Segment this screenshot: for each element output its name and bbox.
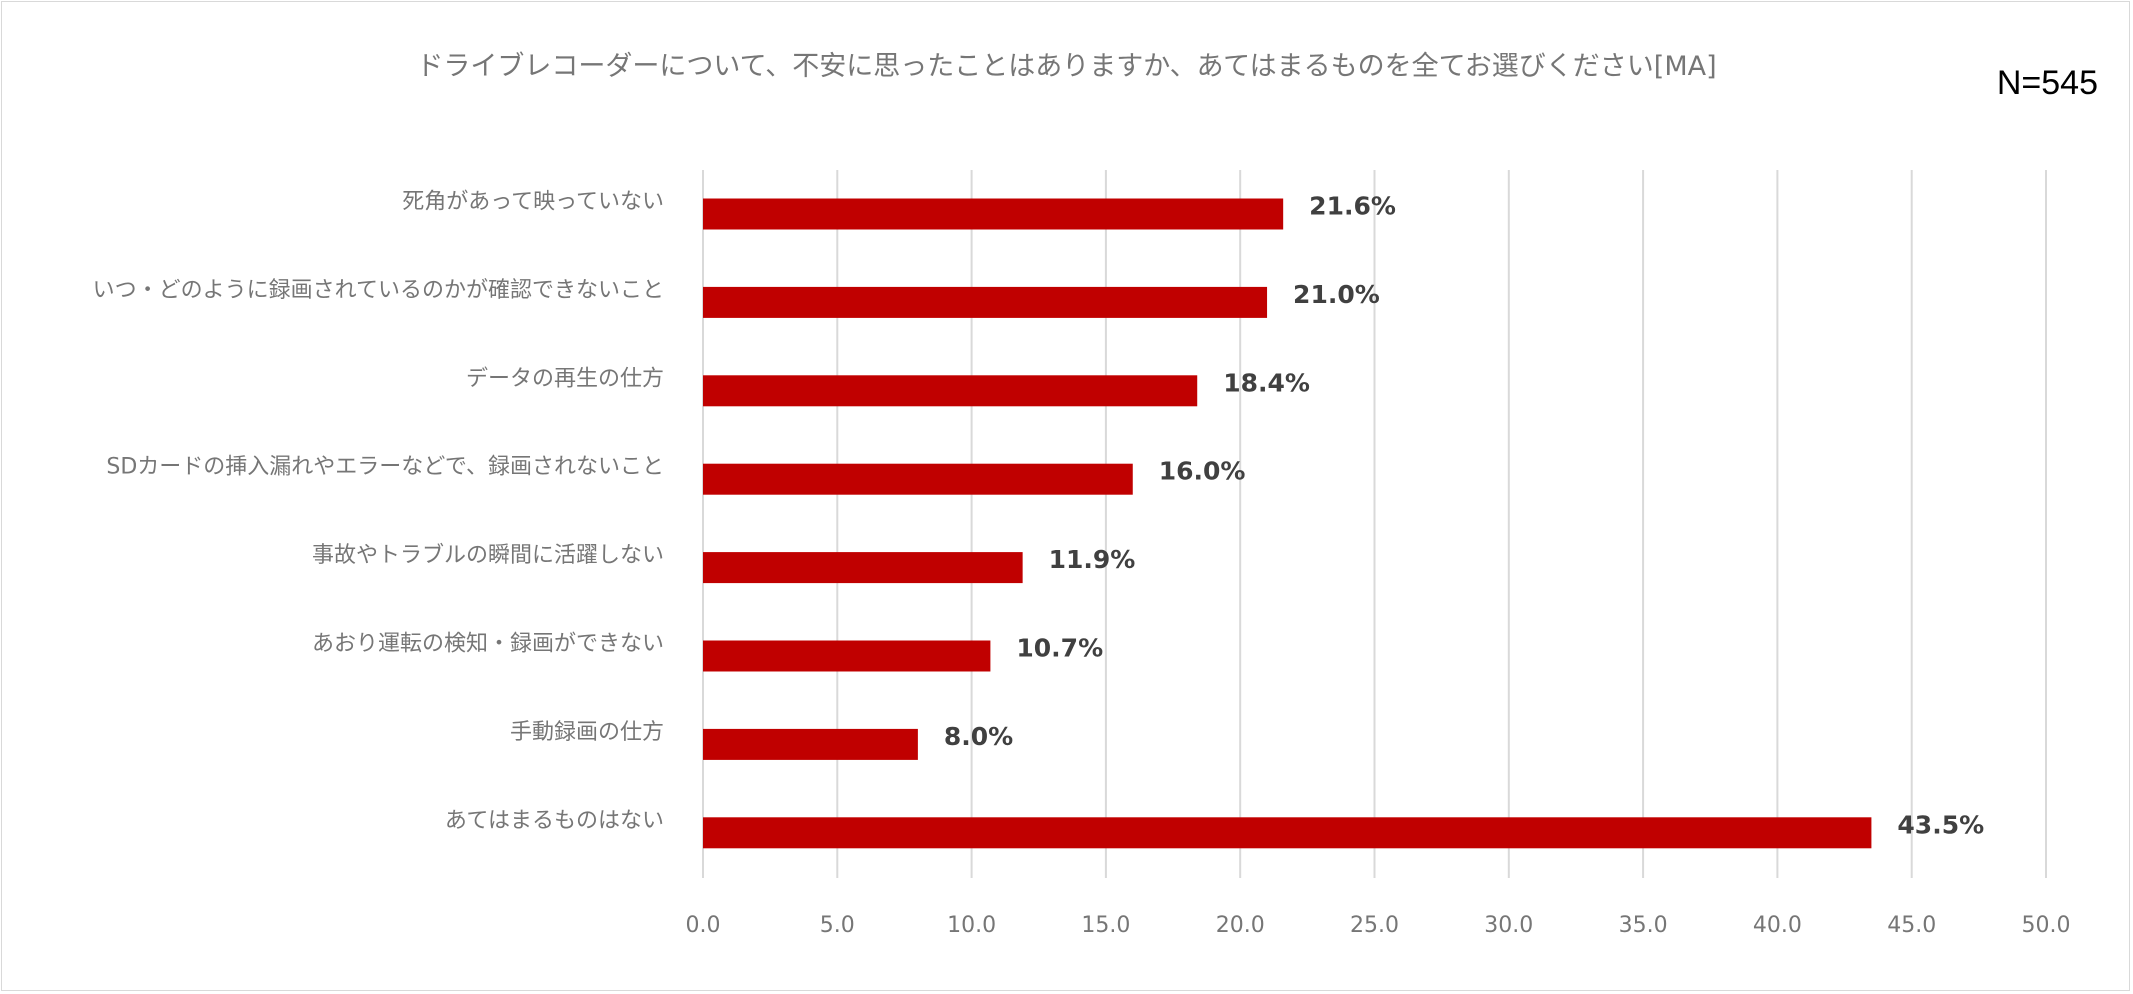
data-label: 18.4%	[1223, 368, 1310, 397]
bar	[703, 375, 1198, 407]
data-labels: 21.6% 21.0% 18.4% 16.0% 11.9% 10.7% 8.0% 43.5%	[944, 192, 1984, 840]
category-label: あおり運転の検知・録画ができない	[312, 632, 664, 657]
bar	[703, 817, 1872, 849]
category-label: 事故やトラブルの瞬間に活躍しない	[312, 543, 664, 568]
x-tick-label: 5.0	[820, 913, 855, 938]
data-label: 8.0%	[944, 722, 1013, 751]
sample-size-label: N=545	[1996, 64, 2098, 102]
x-tick-label: 10.0	[947, 913, 996, 938]
bar	[703, 286, 1268, 318]
x-tick-label: 50.0	[2022, 913, 2071, 938]
category-label: SDカードの挿入漏れやエラーなどで、録画されないこと	[106, 455, 664, 480]
bar	[703, 552, 1023, 584]
data-label: 21.6%	[1309, 192, 1396, 221]
category-label: 死角があって映っていない	[402, 190, 664, 215]
data-label: 11.9%	[1049, 545, 1136, 574]
x-tick-label: 45.0	[1887, 913, 1936, 938]
bar	[703, 463, 1133, 495]
x-tick-label: 30.0	[1484, 913, 1533, 938]
category-label: 手動録画の仕方	[510, 720, 664, 745]
category-label: あてはまるものはない	[445, 808, 664, 833]
category-label: いつ・どのように録画されているのかが確認できないこと	[93, 278, 664, 303]
x-tick-label: 20.0	[1216, 913, 1265, 938]
data-label: 43.5%	[1897, 810, 1984, 839]
bar	[703, 728, 918, 760]
category-label: データの再生の仕方	[466, 366, 664, 391]
data-label: 16.0%	[1159, 457, 1246, 486]
x-tick-label: 35.0	[1619, 913, 1668, 938]
data-label: 10.7%	[1016, 634, 1103, 663]
chart-title: ドライブレコーダーについて、不安に思ったことはありますか、あてはまるものを全てお…	[416, 51, 1717, 82]
category-labels: 死角があって映っていないいつ・どのように録画されているのかが確認できないことデー…	[93, 190, 664, 834]
bars	[703, 198, 1872, 849]
x-tick-label: 25.0	[1350, 913, 1399, 938]
bar	[703, 198, 1284, 230]
x-tick-label: 40.0	[1753, 913, 1802, 938]
bar	[703, 640, 991, 672]
x-tick-label: 0.0	[686, 913, 721, 938]
x-tick-labels: 0.0 5.0 10.0 15.0 20.0 25.0 30.0 35.0 40.0 45.0 50…	[686, 913, 2071, 938]
x-tick-label: 15.0	[1081, 913, 1130, 938]
data-label: 21.0%	[1293, 280, 1380, 309]
grid-lines	[702, 170, 2047, 878]
